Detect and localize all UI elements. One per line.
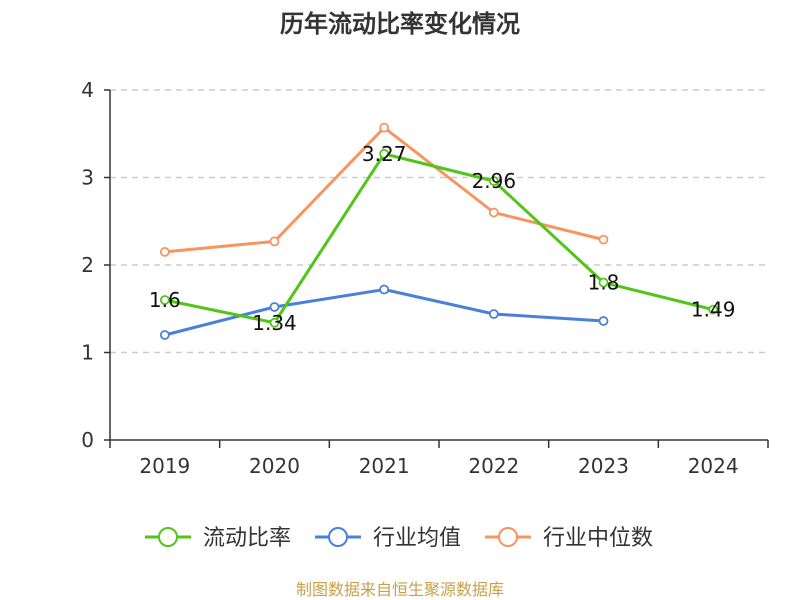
- legend-label: 流动比率: [203, 526, 291, 551]
- legend-item[interactable]: 行业中位数: [485, 526, 653, 551]
- legend-label: 行业中位数: [543, 526, 653, 551]
- data-label: 1.8: [588, 271, 620, 295]
- x-tick-label: 2022: [468, 454, 519, 478]
- y-tick-label: 2: [81, 253, 94, 277]
- x-tick-label: 2023: [578, 454, 629, 478]
- data-point[interactable]: [488, 309, 499, 319]
- data-label: 1.34: [252, 311, 297, 335]
- data-point[interactable]: [379, 148, 390, 159]
- data-label: 3.27: [362, 142, 407, 166]
- legend-marker: [158, 527, 178, 547]
- data-labels: 1.6 1.34 3.27 2.96 1.8 1.49: [149, 142, 736, 335]
- data-point[interactable]: [159, 330, 170, 340]
- legend-marker: [498, 527, 518, 547]
- data-point[interactable]: [269, 302, 280, 312]
- x-tick-label: 2020: [249, 454, 300, 478]
- series-group: [159, 122, 719, 340]
- data-point[interactable]: [598, 234, 609, 245]
- data-point[interactable]: [269, 236, 280, 247]
- legend[interactable]: 流动比率 行业均值 行业中位数: [145, 526, 653, 551]
- y-tick-label: 1: [81, 341, 94, 365]
- data-label: 1.49: [691, 298, 736, 322]
- x-tick-label: 2021: [359, 454, 410, 478]
- legend-label: 行业均值: [373, 526, 461, 551]
- data-point[interactable]: [379, 284, 390, 295]
- data-label: 2.96: [472, 169, 517, 193]
- y-tick-label: 3: [81, 166, 94, 190]
- data-point[interactable]: [379, 122, 390, 133]
- data-point[interactable]: [488, 207, 499, 218]
- x-tick-label: 2024: [688, 454, 739, 478]
- data-point[interactable]: [708, 304, 719, 315]
- data-point[interactable]: [598, 316, 609, 326]
- data-point[interactable]: [159, 295, 170, 305]
- y-tick-label: 0: [81, 428, 94, 452]
- legend-marker: [328, 527, 348, 547]
- legend-item[interactable]: 行业均值: [315, 526, 461, 551]
- axes: 0 1 2 3 4 2019 2020 2021 2022 2023 2024: [81, 78, 769, 478]
- data-label: 1.6: [149, 288, 181, 312]
- grid-lines: [110, 89, 768, 354]
- y-tick-label: 4: [81, 78, 94, 102]
- chart-title: 历年流动比率变化情况: [280, 10, 520, 38]
- data-point[interactable]: [488, 176, 499, 186]
- data-point[interactable]: [598, 277, 609, 288]
- series-line: [164, 152, 714, 325]
- source-note: 制图数据来自恒生聚源数据库: [296, 580, 504, 599]
- data-point[interactable]: [269, 317, 280, 328]
- data-point[interactable]: [159, 246, 170, 257]
- x-tick-label: 2019: [139, 454, 190, 478]
- legend-item[interactable]: 流动比率: [145, 526, 291, 551]
